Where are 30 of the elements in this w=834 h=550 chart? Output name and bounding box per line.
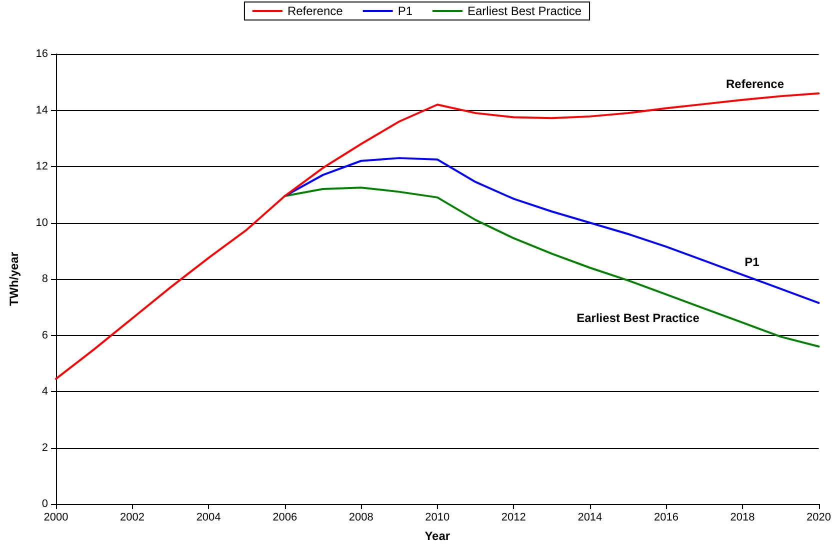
x-tick-label: 2008: [348, 512, 374, 524]
x-tick-label: 2020: [806, 512, 832, 524]
x-tick-label: 2012: [501, 512, 526, 524]
legend-label: Earliest Best Practice: [468, 4, 582, 18]
x-tick-label: 2010: [425, 512, 450, 524]
y-axis-title: TWh/year: [7, 252, 21, 306]
x-axis-title: Year: [424, 529, 450, 543]
legend-label: Reference: [287, 4, 344, 18]
y-tick-label: 4: [42, 386, 48, 398]
x-tick-label: 2000: [44, 512, 68, 524]
y-tick-label: 0: [42, 498, 48, 510]
legend-label: P1: [398, 4, 413, 18]
x-tick-label: 2016: [654, 512, 678, 524]
x-tick-label: 2004: [196, 512, 221, 524]
y-tick-label: 6: [42, 329, 48, 342]
x-tick-label: 2014: [578, 512, 602, 524]
y-tick-label: 8: [42, 273, 48, 285]
y-tick-label: 16: [36, 48, 48, 60]
line-series: [284, 157, 820, 304]
y-tick-label: 12: [36, 160, 48, 172]
annotation: P1: [744, 255, 760, 269]
x-tick-label: 2002: [120, 512, 145, 524]
y-tick-label: 10: [36, 216, 48, 229]
annotation: Earliest Best Practice: [576, 311, 700, 325]
x-tick-label: 2006: [272, 512, 298, 524]
y-tick-label: 14: [36, 104, 48, 116]
y-tick-label: 2: [42, 442, 48, 454]
x-tick-label: 2018: [730, 512, 755, 524]
annotation: Reference: [726, 77, 784, 91]
line-series: [284, 186, 820, 348]
